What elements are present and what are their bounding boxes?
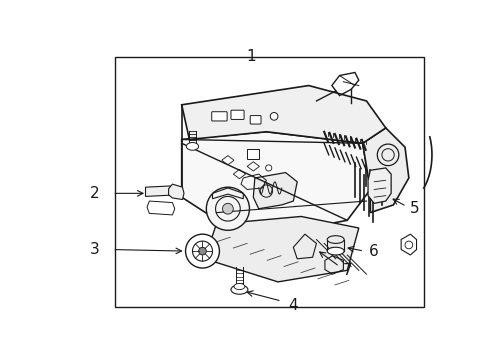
- Ellipse shape: [186, 143, 198, 150]
- FancyBboxPatch shape: [211, 112, 226, 121]
- Text: 4: 4: [288, 297, 298, 312]
- Circle shape: [270, 112, 277, 120]
- Polygon shape: [168, 184, 183, 199]
- Polygon shape: [362, 128, 408, 213]
- Ellipse shape: [230, 285, 247, 294]
- Ellipse shape: [234, 283, 244, 289]
- Text: 2: 2: [90, 186, 99, 201]
- Polygon shape: [145, 186, 178, 197]
- Bar: [246, 149, 259, 159]
- Circle shape: [222, 203, 233, 214]
- Polygon shape: [182, 86, 385, 143]
- FancyBboxPatch shape: [250, 116, 261, 124]
- Circle shape: [198, 247, 206, 255]
- Text: 6: 6: [368, 244, 378, 258]
- Text: 3: 3: [90, 242, 100, 257]
- Polygon shape: [204, 216, 358, 282]
- Text: 7: 7: [342, 263, 351, 278]
- Circle shape: [206, 187, 249, 230]
- Text: 1: 1: [245, 49, 255, 64]
- Polygon shape: [253, 172, 297, 209]
- Ellipse shape: [326, 247, 344, 255]
- Circle shape: [185, 234, 219, 268]
- Text: 5: 5: [409, 201, 419, 216]
- Polygon shape: [182, 132, 369, 239]
- Polygon shape: [367, 168, 390, 203]
- Circle shape: [265, 165, 271, 171]
- Bar: [115, 57, 423, 306]
- FancyBboxPatch shape: [230, 110, 244, 120]
